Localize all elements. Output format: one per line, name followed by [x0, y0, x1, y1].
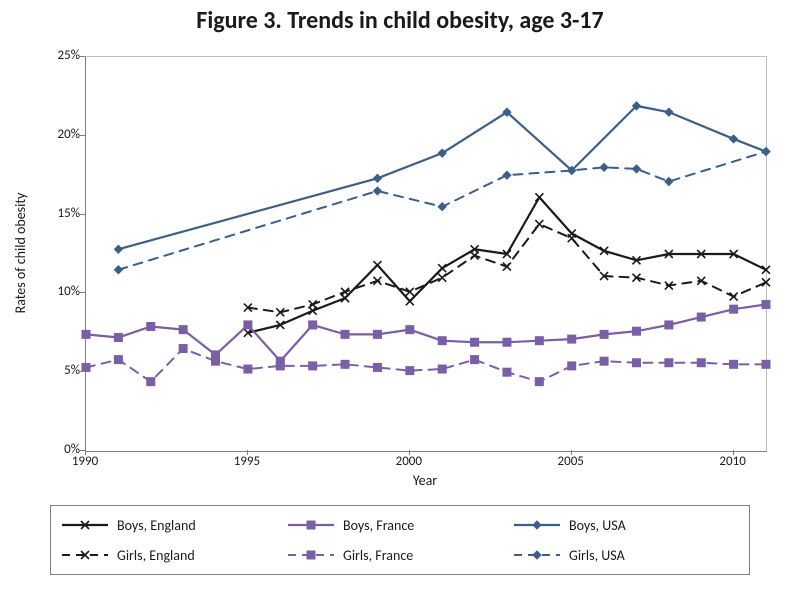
- y-tick-label: 10%: [30, 284, 80, 299]
- y-tick-mark: [80, 292, 85, 293]
- x-tick-label: 1995: [222, 454, 272, 469]
- legend-item: Girls, France: [287, 545, 513, 565]
- y-tick-mark: [80, 56, 85, 57]
- legend-label: Girls, France: [343, 547, 413, 564]
- legend-swatch: [287, 515, 335, 535]
- x-tick-label: 2000: [384, 454, 434, 469]
- y-tick-mark: [80, 135, 85, 136]
- y-tick-mark: [80, 371, 85, 372]
- legend-item: Boys, USA: [513, 515, 739, 535]
- chart-svg: [86, 57, 766, 451]
- y-tick-label: 20%: [30, 127, 80, 142]
- legend-item: Boys, France: [287, 515, 513, 535]
- legend-swatch: [61, 545, 109, 565]
- plot-area: [85, 56, 767, 452]
- chart-title: Figure 3. Trends in child obesity, age 3…: [0, 6, 800, 35]
- legend-label: Girls, England: [117, 547, 195, 564]
- y-tick-mark: [80, 214, 85, 215]
- legend-swatch: [61, 515, 109, 535]
- y-tick-label: 25%: [30, 48, 80, 63]
- legend-label: Boys, England: [117, 517, 196, 534]
- legend-label: Boys, USA: [569, 517, 626, 534]
- legend-item: Girls, USA: [513, 545, 739, 565]
- x-axis-label: Year: [85, 472, 765, 489]
- legend-item: Girls, England: [61, 545, 287, 565]
- series-line: [86, 304, 766, 361]
- legend-swatch: [513, 515, 561, 535]
- series-line: [248, 224, 766, 312]
- x-tick-label: 1990: [60, 454, 110, 469]
- legend-swatch: [513, 545, 561, 565]
- legend: Boys, England Boys, France Boys, USA Girls,…: [50, 505, 750, 575]
- legend-label: Girls, USA: [569, 547, 625, 564]
- y-axis-label: Rates of child obesity: [12, 56, 29, 450]
- y-tick-label: 15%: [30, 206, 80, 221]
- legend-item: Boys, England: [61, 515, 287, 535]
- x-tick-label: 2005: [546, 454, 596, 469]
- legend-label: Boys, France: [343, 517, 414, 534]
- x-tick-label: 2010: [708, 454, 758, 469]
- legend-swatch: [287, 545, 335, 565]
- y-tick-label: 5%: [30, 363, 80, 378]
- series-line: [86, 349, 766, 382]
- figure: Figure 3. Trends in child obesity, age 3…: [0, 0, 800, 592]
